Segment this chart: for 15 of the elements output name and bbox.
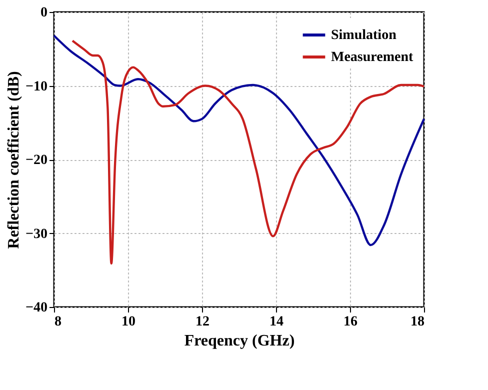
x-tick-label: 14	[270, 314, 284, 330]
y-axis-title: Reflection coefficient (dB)	[6, 71, 23, 249]
legend-label: Simulation	[331, 28, 397, 43]
x-tick-label: 8	[54, 314, 62, 330]
y-tick-label: −30	[26, 226, 48, 242]
x-tick-label: 12	[196, 314, 210, 330]
x-axis-title: Freqency (GHz)	[184, 332, 295, 350]
y-tick-label: 0	[40, 6, 48, 20]
y-tick-label: −10	[26, 79, 48, 94]
x-tick-label: 10	[122, 314, 136, 330]
x-tick-label: 16	[344, 314, 358, 330]
y-tick-label: −20	[26, 153, 48, 168]
legend-label: Measurement	[331, 50, 414, 65]
y-tick-label: −40	[26, 300, 48, 316]
x-tick-label: 18	[410, 314, 424, 330]
